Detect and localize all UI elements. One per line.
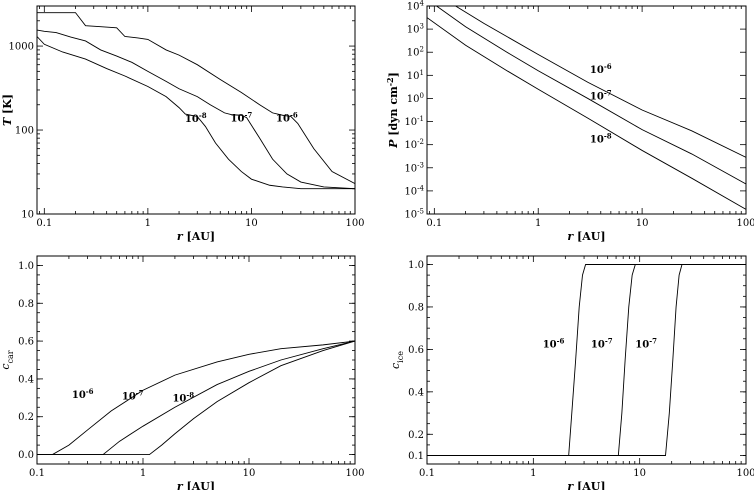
y-axis-label: P [dyn cm-2] (385, 72, 400, 149)
series-annotation: 10-7 (635, 336, 657, 350)
panel-pressure: 0.1 1 10 100 104 103 102 101 100 10-1 10-2 10-3 10-4… (385, 0, 754, 243)
series-group (427, 264, 746, 456)
y-tick-label: 0.8 (18, 299, 34, 310)
panel-temperature: 0.1 1 10 100 10 100 1000 r [AU] T [K] 10-8 10-7 10-… (1, 5, 365, 243)
series-annotation: 10-6 (590, 62, 612, 76)
plot-frame (426, 255, 747, 465)
x-tick-label: 1 (535, 218, 541, 229)
y-tick-label: 1.0 (18, 261, 34, 272)
x-tick-label: 0.1 (29, 468, 45, 479)
x-tick-label: 1 (145, 218, 151, 229)
y-tick-label: 0.4 (408, 387, 424, 398)
x-tick-label: 100 (345, 218, 364, 229)
y-tick-label: 10-1 (404, 115, 424, 128)
series-annotation: 10-7 (122, 389, 144, 403)
series-line-10-7 (37, 340, 355, 455)
y-tick-label: 10-2 (404, 138, 424, 151)
y-tick-label: 0.2 (18, 412, 34, 423)
x-tick-label: 1 (140, 468, 146, 479)
panel-ice-fraction: 0.1 1 10 100 0.1 0.2 0.4 0.6 0.8 1.0 r [AU] cice 10-… (389, 255, 754, 490)
series-annotation: 10-6 (72, 387, 94, 401)
series-line-10-7 (427, 264, 746, 456)
x-tick-label: 10 (636, 218, 649, 229)
series-group (427, 6, 746, 210)
y-tick-label: 101 (407, 69, 424, 82)
x-tick-label: 10 (633, 468, 646, 479)
series-group (37, 340, 355, 455)
y-tick-label: 103 (407, 23, 424, 36)
x-tick-label: 0.1 (36, 218, 52, 229)
series-line-10-6 (37, 12, 355, 185)
x-axis-label: r [AU] (177, 480, 215, 490)
y-tick-label: 1000 (9, 42, 34, 53)
x-tick-label: 10 (245, 218, 258, 229)
series-annotation: 10-8 (172, 391, 194, 405)
y-tick-label: 0.1 (408, 451, 424, 462)
series-annotation: 10-7 (591, 336, 613, 350)
series-annotation: 10-8 (185, 111, 207, 125)
panel-carbon-fraction: 0.1 1 10 100 0.0 0.2 0.4 0.6 0.8 1.0 r [AU] ccar 10-… (0, 255, 365, 490)
series-line-10-8 (37, 36, 355, 190)
x-tick-label: 10 (243, 468, 256, 479)
series-group (37, 12, 355, 190)
y-tick-label: 10-4 (404, 184, 424, 197)
series-annotation: 10-6 (543, 336, 565, 350)
y-axis-label: cice (389, 351, 405, 369)
x-tick-label: 100 (345, 468, 364, 479)
series-annotation: 10-7 (590, 89, 612, 103)
series-line-10-8 (37, 340, 355, 455)
plot-frame (426, 5, 747, 215)
y-tick-label: 0.2 (408, 430, 424, 441)
x-tick-label: 0.1 (426, 218, 442, 229)
series-annotation: 10-6 (276, 110, 298, 124)
x-axis-label: r [AU] (177, 230, 215, 243)
series-line-10-7 (427, 264, 746, 456)
series-line-10-7 (436, 6, 746, 185)
y-tick-label: 0.4 (18, 374, 34, 385)
y-tick-label: 100 (407, 92, 424, 105)
series-line-10-7 (37, 29, 355, 190)
y-tick-label: 0.6 (408, 345, 424, 356)
x-tick-label: 100 (736, 468, 754, 479)
series-line-10-6 (455, 6, 746, 158)
y-tick-label: 10 (21, 210, 34, 221)
series-line-10-6 (427, 264, 746, 456)
y-tick-label: 104 (407, 0, 425, 13)
x-tick-label: 0.1 (419, 468, 435, 479)
series-annotation: 10-7 (231, 110, 253, 124)
series-line-10-6 (37, 340, 355, 455)
y-tick-label: 100 (15, 126, 34, 137)
y-axis-label: T [K] (1, 94, 14, 126)
y-axis-label: ccar (0, 350, 15, 369)
y-tick-label: 0.6 (18, 337, 34, 348)
y-tick-label: 10-3 (404, 161, 424, 174)
series-line-10-8 (427, 17, 746, 210)
y-tick-label: 0.8 (408, 302, 424, 313)
x-tick-label: 1 (530, 468, 536, 479)
x-tick-label: 100 (736, 218, 754, 229)
y-tick-label: 10-5 (404, 208, 424, 221)
y-tick-label: 0.0 (18, 450, 34, 461)
plot-frame (36, 5, 356, 215)
x-axis-label: r [AU] (567, 230, 605, 243)
y-tick-label: 1.0 (408, 260, 424, 271)
x-axis-label: r [AU] (567, 480, 605, 490)
series-annotation: 10-8 (590, 131, 612, 145)
y-tick-label: 102 (407, 46, 424, 59)
